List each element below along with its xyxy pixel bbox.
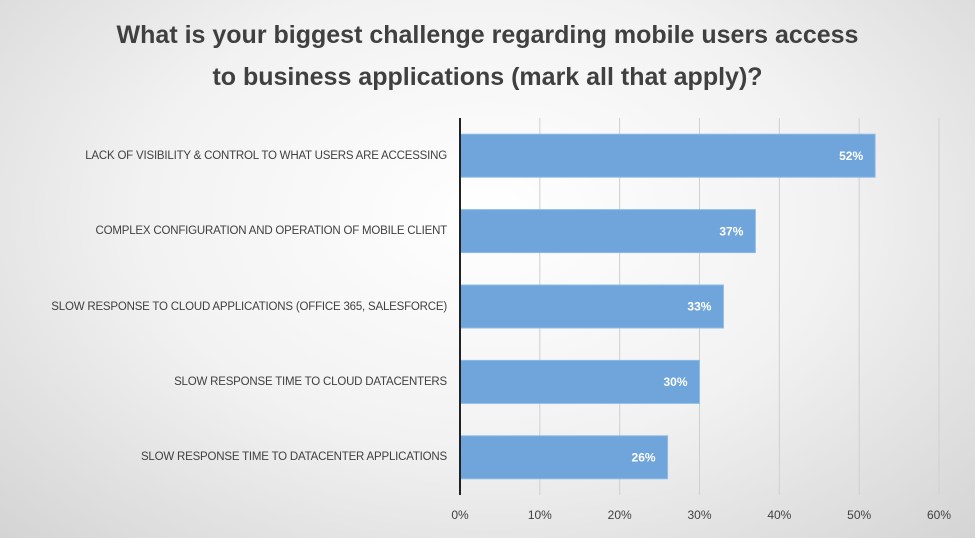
x-tick-label: 20% bbox=[608, 508, 632, 522]
bar-value-label: 37% bbox=[719, 224, 743, 238]
bar bbox=[459, 133, 876, 178]
y-tick-label: LACK OF VISIBILITY & CONTROL TO WHAT USE… bbox=[85, 149, 447, 162]
bar-value-label: 26% bbox=[632, 450, 656, 464]
bar bbox=[459, 435, 669, 480]
y-tick-label: SLOW RESPONSE TIME TO CLOUD DATACENTERS bbox=[174, 375, 447, 388]
y-tick-label: SLOW RESPONSE TO CLOUD APPLICATIONS (OFF… bbox=[51, 300, 447, 313]
bar-value-label: 30% bbox=[663, 375, 687, 389]
y-tick-label: COMPLEX CONFIGURATION AND OPERATION OF M… bbox=[95, 225, 448, 238]
x-tick-label: 30% bbox=[687, 508, 711, 522]
x-tick-label: 60% bbox=[927, 508, 951, 522]
bar-value-label: 52% bbox=[839, 149, 863, 163]
x-tick-label: 10% bbox=[528, 508, 552, 522]
x-tick-label: 0% bbox=[451, 508, 469, 522]
chart-title: What is your biggest challenge regarding… bbox=[116, 21, 859, 91]
bar-value-label: 33% bbox=[687, 300, 711, 314]
bar bbox=[459, 284, 724, 329]
y-tick-label: SLOW RESPONSE TIME TO DATACENTER APPLICA… bbox=[140, 451, 447, 464]
x-tick-label: 40% bbox=[767, 508, 791, 522]
bar bbox=[459, 209, 756, 254]
x-tick-label: 50% bbox=[847, 508, 871, 522]
